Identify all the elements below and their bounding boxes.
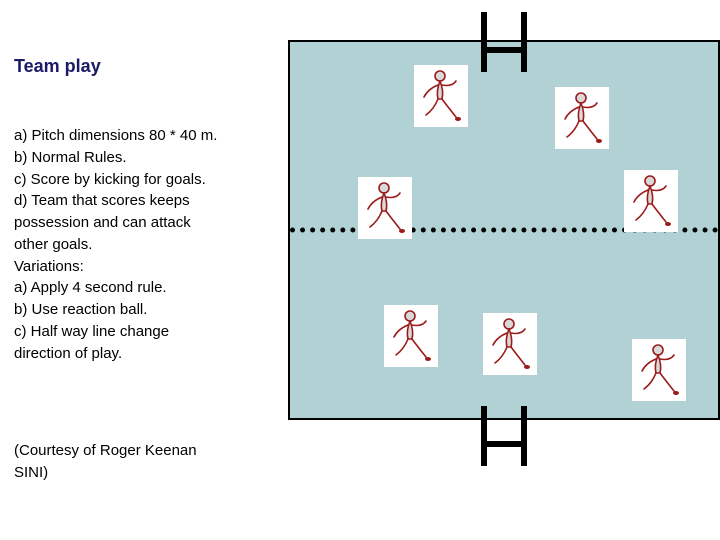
description-line: c) Score by kicking for goals. [14, 169, 279, 191]
player-icon [555, 87, 609, 149]
player-icon [632, 339, 686, 401]
player-icon [358, 177, 412, 239]
description-line: a) Pitch dimensions 80 * 40 m. [14, 125, 279, 147]
credit-line: (Courtesy of Roger Keenan [14, 440, 279, 462]
credit-block: (Courtesy of Roger KeenanSINI) [14, 440, 279, 484]
description-line: a) Apply 4 second rule. [14, 277, 279, 299]
description-line: direction of play. [14, 343, 279, 365]
description-line: b) Normal Rules. [14, 147, 279, 169]
description-line: d) Team that scores keeps [14, 190, 279, 212]
goal-bottom [472, 406, 536, 448]
player-icon [624, 170, 678, 232]
page-title: Team play [14, 56, 101, 77]
description-line: possession and can attack [14, 212, 279, 234]
credit-line: SINI) [14, 462, 279, 484]
description-line: Variations: [14, 256, 279, 278]
player-icon [384, 305, 438, 367]
player-icon [414, 65, 468, 127]
description-block: a) Pitch dimensions 80 * 40 m.b) Normal … [14, 125, 279, 364]
pitch-field [288, 40, 720, 420]
goal-top [472, 12, 536, 54]
description-line: c) Half way line change [14, 321, 279, 343]
description-line: b) Use reaction ball. [14, 299, 279, 321]
player-icon [483, 313, 537, 375]
description-line: other goals. [14, 234, 279, 256]
